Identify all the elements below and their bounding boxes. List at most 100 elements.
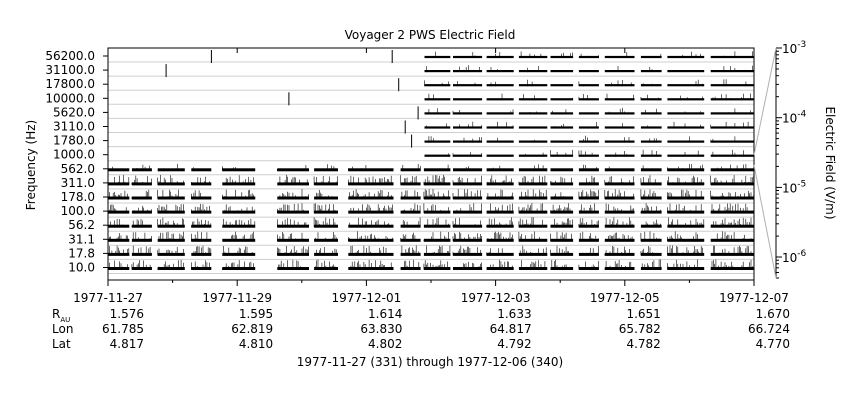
spectrogram-detail [191, 260, 210, 270]
spectrogram-detail [717, 51, 753, 58]
spectrogram-strip [667, 126, 705, 129]
spectrogram-strip [222, 252, 256, 256]
y-axis-label: Frequency (Hz) [24, 120, 38, 211]
ephemeris-value: 1.670 [756, 307, 790, 321]
spectrogram-strip [710, 55, 754, 59]
spectrogram-detail [459, 121, 482, 129]
spectrogram-detail [578, 189, 599, 199]
spectrogram-detail [349, 217, 389, 228]
spectrogram-detail [551, 259, 572, 270]
spectrogram-strip [131, 168, 152, 172]
spectrogram-strip [108, 224, 130, 228]
spectrogram-detail [605, 217, 634, 228]
spectrogram-strip [400, 267, 421, 270]
spectrogram-detail [518, 175, 546, 185]
spectrogram-strip [710, 238, 754, 242]
spectrogram-detail [486, 189, 513, 199]
spectrogram-strip [578, 182, 599, 186]
spectrogram-detail [719, 108, 751, 115]
spectrogram-detail [452, 152, 482, 157]
spectrogram-strip [518, 55, 548, 59]
spectrogram-detail [109, 175, 130, 185]
footer-date-range: 1977-11-27 (331) through 1977-12-06 (340… [297, 355, 563, 369]
colorbar-tick-label: 10-3 [782, 40, 806, 56]
spectrogram-detail [191, 231, 208, 242]
spectrogram-detail [157, 175, 184, 185]
spectrogram-detail [400, 175, 418, 185]
spectrogram-detail [193, 245, 212, 256]
spectrogram-strip [486, 238, 514, 242]
spectrogram-detail [231, 231, 254, 242]
spectrogram-strip [486, 140, 514, 143]
y-tick-label: 178.0 [61, 190, 95, 204]
spectrogram-strip [604, 210, 635, 214]
spectrogram-strip [131, 238, 152, 242]
spectrogram-detail [350, 245, 392, 256]
spectrogram-strip [578, 84, 599, 87]
spectrogram-detail [487, 231, 513, 242]
spectrogram-strip [400, 210, 421, 214]
spectrogram-strip [191, 224, 212, 228]
spectrogram-strip [578, 210, 599, 214]
spectrogram-strip [400, 168, 421, 172]
y-tick-label: 100.0 [61, 204, 95, 218]
spectrogram-detail [527, 79, 533, 87]
spectrogram-strip [710, 70, 754, 73]
spectrogram-strip [710, 84, 754, 87]
ephemeris-value: 65.782 [619, 322, 661, 336]
spectrogram-strip [191, 252, 212, 256]
spectrogram-strip [710, 140, 754, 143]
spectrogram-detail [645, 108, 657, 115]
spectrogram-strip [348, 182, 394, 186]
spectrogram-strip [550, 196, 574, 200]
spectrogram-strip [277, 238, 309, 242]
spectrogram-strip [578, 98, 599, 101]
spectrogram-detail [428, 108, 438, 115]
spectrogram-detail [131, 218, 151, 228]
spectrogram-detail [191, 203, 210, 214]
spectrogram-strip [453, 112, 483, 115]
spectrogram-strip [191, 210, 212, 214]
spectrogram-strip [314, 168, 338, 172]
spectrogram-strip [550, 168, 574, 172]
spectrogram-strip [424, 140, 451, 143]
spectrogram-strip [453, 154, 483, 157]
spectrogram-strip [131, 267, 152, 270]
ephemeris-value: 66.724 [748, 322, 790, 336]
spectrogram-strip [640, 196, 662, 200]
spectrogram-detail [457, 81, 482, 87]
spectrogram-detail [313, 203, 338, 214]
spectrogram-strip [578, 238, 599, 242]
spectrogram-strip [131, 196, 152, 200]
y-tick-label: 10000.0 [45, 91, 95, 105]
spectrogram-detail [578, 150, 593, 157]
y-tick-label: 17800.0 [45, 77, 95, 91]
spectrogram-detail [401, 245, 420, 256]
colorbar-tick-label: 10-5 [782, 179, 806, 195]
spectrogram-strip [423, 210, 451, 214]
spectrogram-strip [518, 112, 548, 115]
spectrogram-strip [550, 112, 574, 115]
spectrogram-detail [554, 123, 564, 129]
spectrogram-strip [518, 140, 548, 143]
spectrogram-strip [222, 238, 256, 242]
spectrogram-detail [578, 94, 588, 101]
ephemeris-value: 64.817 [490, 322, 532, 336]
spectrogram-detail [327, 164, 335, 171]
spectrogram-detail [277, 232, 304, 242]
spectrogram-strip [486, 224, 514, 228]
spectrogram-strip [710, 196, 754, 200]
spectrogram-detail [712, 149, 744, 157]
spectrogram-strip [486, 182, 514, 186]
ephemeris-value: 62.819 [231, 322, 273, 336]
spectrogram-strip [640, 98, 662, 101]
spectrogram-detail [132, 245, 151, 256]
spectrogram-strip [453, 238, 483, 242]
spectrogram-detail [578, 261, 599, 270]
spectrogram-strip [348, 252, 394, 256]
spectrogram-detail [456, 203, 482, 214]
spectrogram-detail [550, 231, 572, 242]
spectrogram-strip [604, 126, 635, 129]
ephemeris-value: 1.576 [110, 307, 144, 321]
spectrogram-strip [424, 98, 451, 101]
